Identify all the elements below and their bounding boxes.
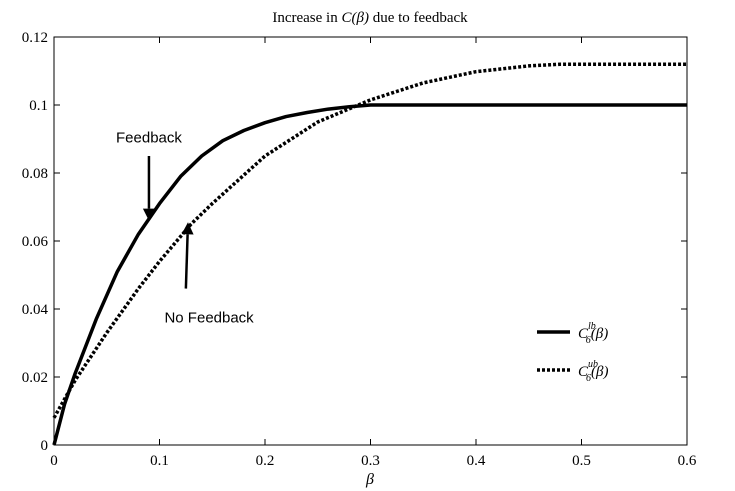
legend-ub-sub: 6 (586, 373, 591, 384)
legend-label-ub: Cub 6(β) (578, 359, 608, 384)
y-tick-label: 0.04 (22, 302, 49, 318)
y-tick-label: 0.06 (22, 234, 49, 250)
y-tick-label: 0.02 (22, 370, 48, 386)
x-tick-label: 0.4 (467, 453, 486, 469)
x-tick-label: 0.5 (572, 453, 591, 469)
x-tick-label: 0.1 (150, 453, 169, 469)
x-tick-label: 0.6 (678, 453, 697, 469)
chart-title-suffix: due to feedback (369, 10, 468, 26)
y-tick-label: 0.08 (22, 166, 48, 182)
y-tick-label: 0.12 (22, 30, 48, 46)
x-tick-label: 0.2 (256, 453, 275, 469)
annotation-feedback: Feedback (116, 129, 182, 146)
annotation-layer: Feedback No Feedback (116, 129, 254, 326)
chart-title: Increase in C(β) due to feedback (272, 10, 468, 26)
chart-title-prefix: Increase in (272, 10, 341, 26)
annotation-arrow-head (142, 208, 155, 221)
annotation-arrow-shaft (184, 234, 189, 289)
legend-ub-arg: (β) (591, 364, 608, 380)
axis-ticks: 0 0.1 0.2 0.3 0.4 0.5 0.6 0 0.02 0.04 0.06 0.08 0.1 0… (22, 30, 697, 469)
legend: Clb 6(β) Cub 6(β) (537, 321, 608, 384)
x-tick-label: 0 (50, 453, 58, 469)
legend-lb-sup: lb (588, 321, 596, 332)
series-line-ub (52, 62, 687, 419)
legend-ub-sup: ub (588, 359, 598, 370)
legend-lb-sub: 6 (586, 335, 591, 346)
plot-area-frame (53, 36, 688, 446)
legend-label-lb: Clb 6(β) (578, 321, 608, 346)
legend-lb-arg: (β) (591, 326, 608, 342)
legend-ub-base: C (578, 364, 589, 380)
legend-lb-base: C (578, 326, 589, 342)
annotation-arrow-head (181, 222, 194, 235)
series-line-lb (52, 103, 687, 446)
x-tick-label: 0.3 (361, 453, 380, 469)
annotation-no-feedback: No Feedback (164, 310, 254, 327)
series-layer (52, 62, 687, 446)
x-axis-label: β (365, 471, 374, 488)
chart-title-math: C(β) (341, 10, 368, 26)
y-tick-label: 0 (41, 438, 49, 454)
y-tick-label: 0.1 (29, 98, 48, 114)
